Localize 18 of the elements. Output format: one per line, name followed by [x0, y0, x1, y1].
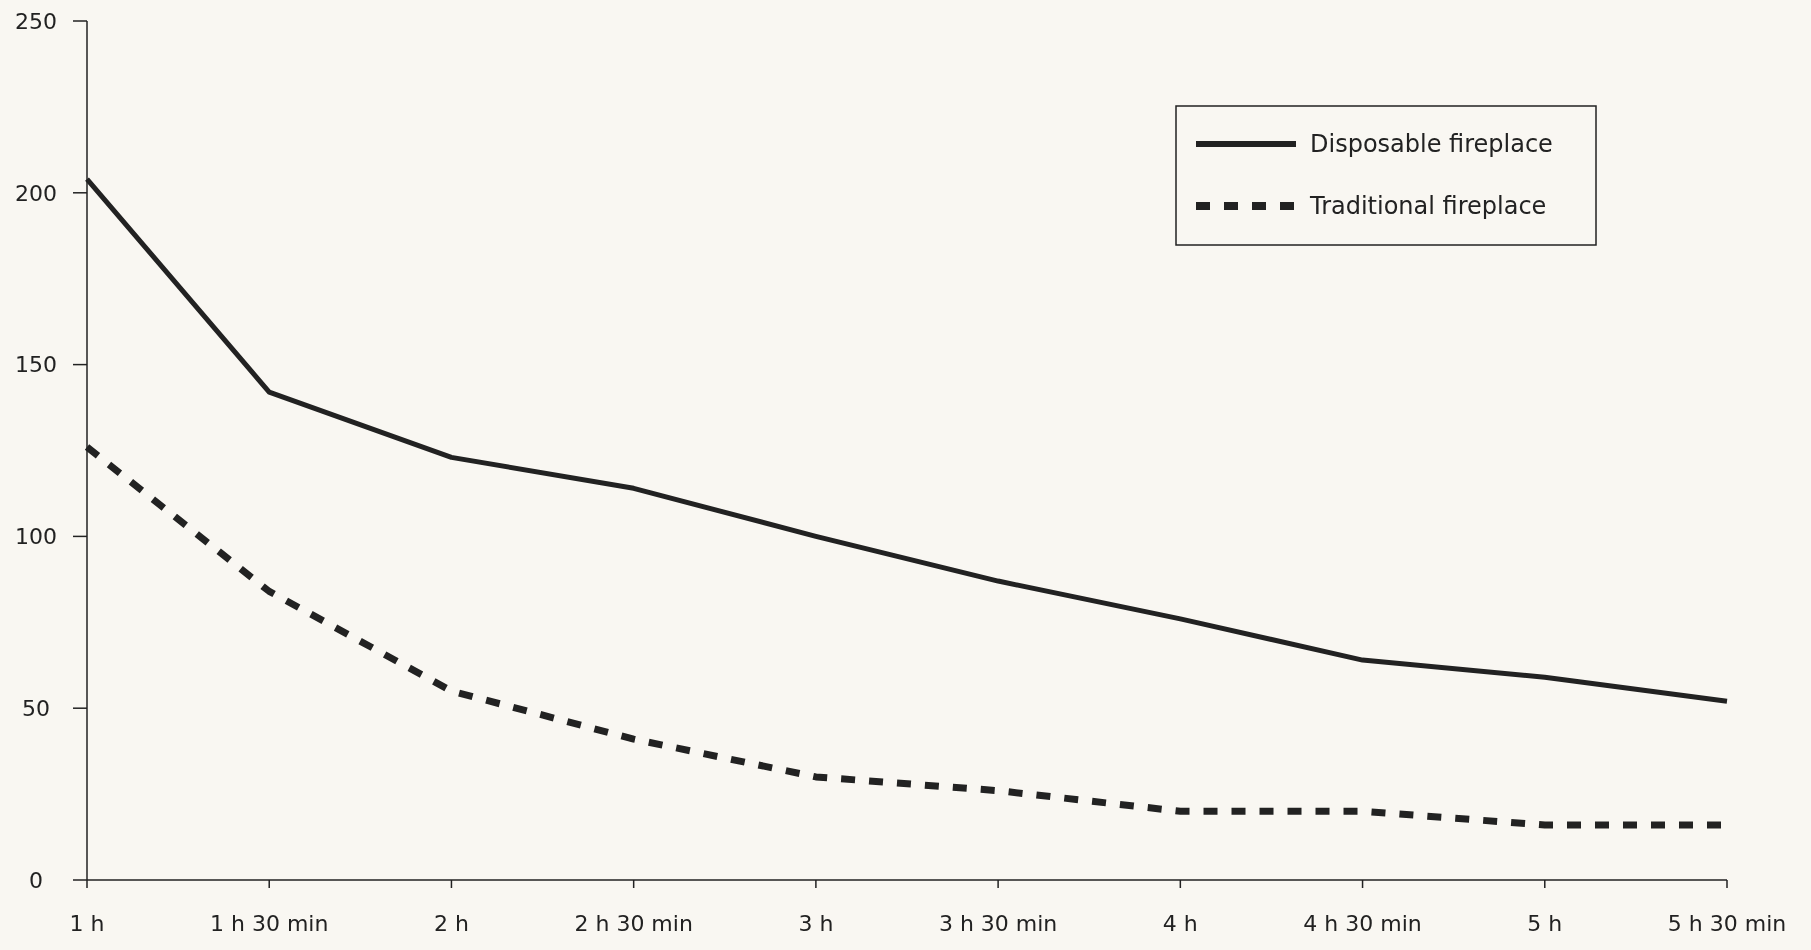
- x-tick-label: 1 h 30 min: [210, 911, 329, 936]
- x-tick-label: 2 h: [433, 911, 469, 936]
- y-tick-label: 50: [22, 695, 50, 721]
- y-tick-label: 100: [15, 524, 57, 550]
- x-tick-label: 3 h: [798, 911, 834, 936]
- x-tick-label: 5 h: [1527, 911, 1563, 936]
- x-tick-label: 4 h 30 min: [1303, 911, 1422, 936]
- y-tick-label: 150: [15, 352, 57, 378]
- legend-label: Traditional fireplace: [1309, 192, 1547, 221]
- x-tick-label: 2 h 30 min: [574, 911, 693, 936]
- y-tick-label: 200: [15, 180, 57, 206]
- y-tick-label: 0: [29, 867, 43, 893]
- x-tick-label: 5 h 30 min: [1667, 911, 1787, 936]
- legend-label: Disposable fireplace: [1310, 130, 1553, 159]
- y-tick-label: 250: [15, 8, 57, 34]
- x-tick-label: 3 h 30 min: [938, 911, 1058, 936]
- x-tick-label: 1 h: [69, 911, 105, 936]
- x-tick-label: 4 h: [1162, 911, 1198, 936]
